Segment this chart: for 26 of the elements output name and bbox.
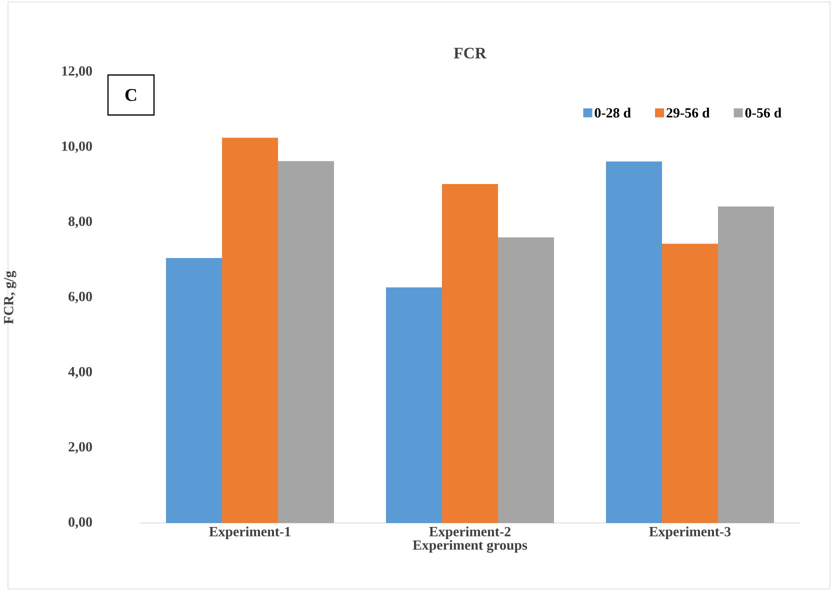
x-tick-label: Experiment-1 <box>209 526 290 540</box>
bar <box>498 237 554 523</box>
bar <box>442 184 498 523</box>
x-tick-label: Experiment-2 <box>429 526 510 540</box>
bar <box>718 206 774 523</box>
legend-label: 29-56 d <box>666 108 710 118</box>
y-axis-title: FCR, g/g <box>4 270 16 324</box>
y-tick-label: 2,00 <box>68 442 92 454</box>
x-tick-label: Experiment-3 <box>649 526 731 540</box>
y-tick-label: 12,00 <box>62 66 92 78</box>
legend-label: 0-28 d <box>594 108 631 118</box>
bar <box>606 161 662 523</box>
y-tick-label: 10,00 <box>62 141 92 153</box>
y-tick-label: 6,00 <box>68 292 92 304</box>
chart-title: FCR <box>454 48 487 58</box>
text: C <box>125 88 136 102</box>
bar <box>662 244 718 523</box>
y-tick-label: 0,00 <box>68 517 92 529</box>
legend-label: 0-56 d <box>745 108 782 118</box>
bar <box>386 287 442 523</box>
x-axis-title: Experiment groups <box>412 540 528 553</box>
bar <box>166 258 222 523</box>
y-tick-label: 8,00 <box>68 216 92 228</box>
y-tick-label: 4,00 <box>68 366 92 378</box>
bar <box>222 138 278 523</box>
bar <box>278 161 334 523</box>
